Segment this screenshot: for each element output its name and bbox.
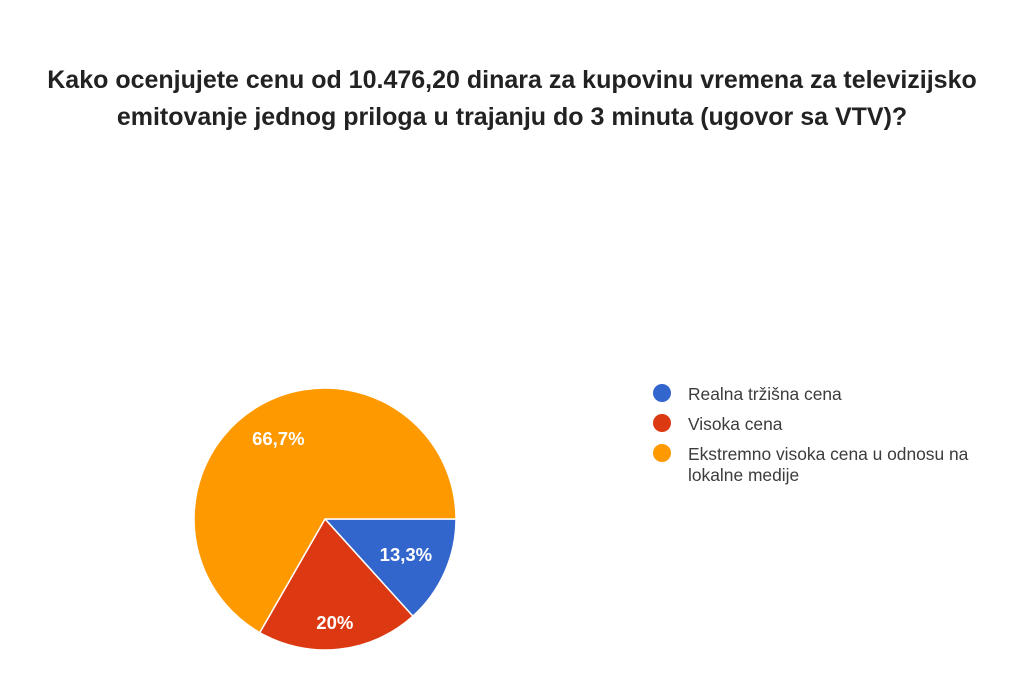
svg-text:20%: 20% (316, 612, 353, 633)
svg-text:66,7%: 66,7% (252, 428, 304, 449)
svg-text:13,3%: 13,3% (380, 544, 432, 565)
